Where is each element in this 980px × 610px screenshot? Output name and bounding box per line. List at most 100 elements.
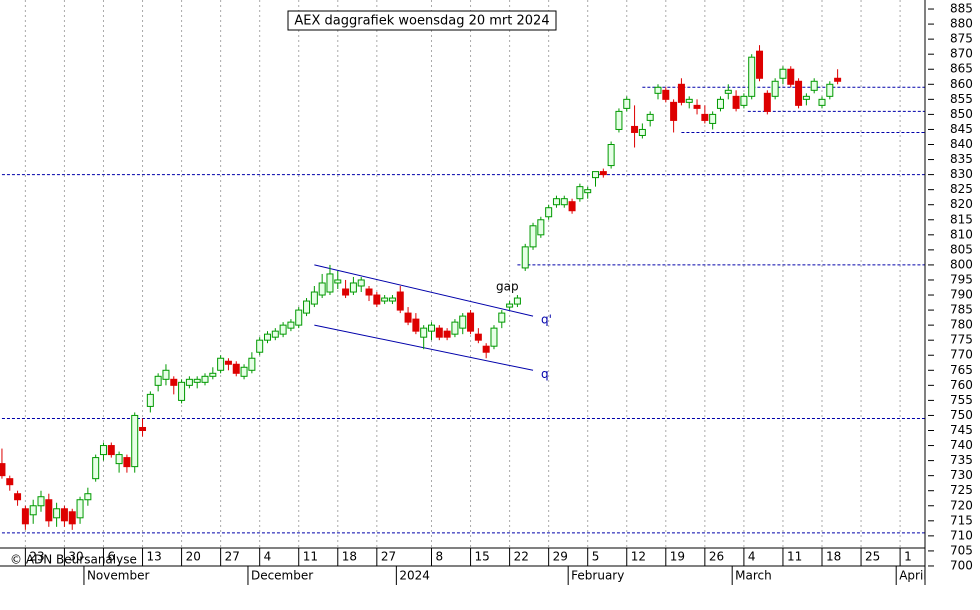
- x-tick-label: 11: [787, 550, 802, 564]
- candle-body: [474, 333, 482, 341]
- candle-body: [459, 315, 467, 329]
- x-tick-label: 20: [186, 550, 201, 564]
- candle-body: [482, 345, 490, 353]
- candle-body: [763, 92, 771, 112]
- candle-body: [810, 80, 818, 91]
- x-tick-label: 30: [68, 550, 83, 564]
- x-tick-label: 6: [107, 550, 115, 564]
- y-tick-label: 785: [950, 303, 973, 317]
- candle-body: [779, 68, 787, 79]
- candle-body: [615, 110, 623, 130]
- month-label: April: [899, 569, 926, 583]
- x-tick-label: 13: [147, 550, 162, 564]
- candle-body: [365, 288, 373, 296]
- candle-body: [490, 327, 498, 347]
- candle-body: [115, 454, 123, 465]
- y-tick-label: 825: [950, 182, 973, 196]
- candle-body: [701, 113, 709, 121]
- x-tick-label: 26: [709, 550, 724, 564]
- x-tick-label: 5: [592, 550, 600, 564]
- y-tick-label: 780: [950, 318, 973, 332]
- candle-body: [146, 393, 154, 407]
- candle-body: [388, 297, 396, 302]
- candle-body: [185, 378, 193, 386]
- candle-body: [451, 321, 459, 335]
- x-tick-label: 15: [475, 550, 490, 564]
- y-tick-label: 830: [950, 167, 973, 181]
- candle-body: [521, 246, 529, 269]
- candle-body: [787, 68, 795, 85]
- y-tick-label: 855: [950, 92, 973, 106]
- candle-body: [68, 511, 76, 525]
- x-tick-label: 4: [748, 550, 756, 564]
- candle-body: [29, 505, 37, 516]
- candle-body: [513, 297, 521, 305]
- candle-body: [545, 207, 553, 218]
- chart-title: AEX daggrafiek woensdag 20 mrt 2024: [294, 14, 549, 29]
- month-label: 2024: [399, 569, 430, 583]
- candle-body: [592, 171, 600, 179]
- y-tick-label: 835: [950, 152, 973, 166]
- candle-body: [654, 86, 662, 94]
- y-tick-label: 850: [950, 107, 973, 121]
- candle-body: [560, 198, 568, 206]
- y-tick-label: 715: [950, 513, 973, 527]
- y-tick-label: 735: [950, 453, 973, 467]
- candle-body: [248, 357, 256, 371]
- x-tick-label: 27: [225, 550, 240, 564]
- x-tick-label: 23: [29, 550, 44, 564]
- candle-body: [14, 493, 22, 501]
- candle-body: [357, 279, 365, 287]
- x-tick-label: 25: [865, 550, 880, 564]
- candle-body: [693, 104, 701, 109]
- x-tick-label: 18: [826, 550, 841, 564]
- candles: [0, 45, 842, 530]
- candle-body: [6, 478, 14, 486]
- y-tick-label: 805: [950, 242, 973, 256]
- candle-body: [256, 339, 264, 353]
- candle-body: [552, 198, 560, 206]
- candle-body: [709, 113, 717, 124]
- y-tick-label: 840: [950, 137, 973, 151]
- candle-body: [318, 282, 326, 296]
- y-tick-label: 750: [950, 408, 973, 422]
- candle-body: [631, 125, 639, 133]
- candle-body: [0, 463, 6, 477]
- candle-body: [209, 372, 217, 377]
- y-tick-label: 865: [950, 62, 973, 76]
- x-tick-label: 11: [303, 550, 318, 564]
- candle-body: [279, 324, 287, 335]
- y-tick-label: 880: [950, 17, 973, 31]
- candle-body: [662, 89, 670, 100]
- y-tick-label: 795: [950, 272, 973, 286]
- candle-body: [349, 282, 357, 293]
- candle-body: [107, 445, 115, 456]
- candle-body: [771, 80, 779, 97]
- candle-body: [92, 457, 100, 480]
- y-tick-label: 730: [950, 468, 973, 482]
- x-tick-label: 1: [904, 550, 912, 564]
- candle-body: [818, 98, 826, 106]
- candle-body: [76, 499, 84, 519]
- month-label: December: [251, 569, 313, 583]
- candle-body: [428, 324, 435, 332]
- candle-body: [139, 426, 147, 431]
- candle-body: [131, 414, 139, 468]
- y-tick-label: 765: [950, 363, 973, 377]
- candle-body: [99, 445, 107, 456]
- candle-body: [646, 113, 654, 121]
- candle-body: [240, 366, 248, 377]
- candle-body: [607, 144, 615, 167]
- candle-body: [60, 508, 68, 522]
- month-label: March: [735, 569, 772, 583]
- candle-body: [506, 303, 514, 308]
- candle-body: [724, 89, 732, 94]
- trend-label: q: [541, 367, 549, 381]
- candle-body: [576, 186, 584, 200]
- month-label: February: [571, 569, 624, 583]
- candle-body: [826, 83, 834, 97]
- candle-body: [685, 98, 693, 103]
- candle-body: [498, 312, 506, 323]
- candle-body: [670, 101, 678, 121]
